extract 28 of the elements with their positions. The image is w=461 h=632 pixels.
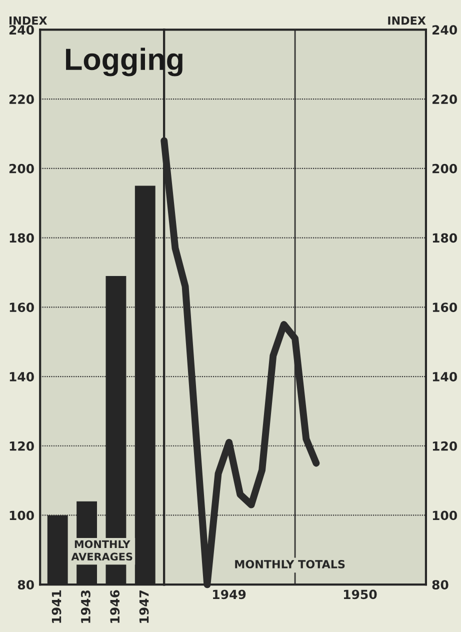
x-tick-label: 1947 xyxy=(139,590,149,623)
annotation: MONTHLY TOTALS xyxy=(235,560,345,568)
y-tick-label: 220 xyxy=(432,94,458,104)
x-tick-label: 1941 xyxy=(52,590,62,623)
y-tick-label: 180 xyxy=(432,233,458,243)
annotation: MONTHLY AVERAGES xyxy=(71,540,132,561)
x-tick-label: 1950 xyxy=(344,590,377,600)
y-tick-label: 140 xyxy=(432,372,458,382)
y-tick-label: 80 xyxy=(18,580,34,590)
y-tick-label: 240 xyxy=(9,25,34,35)
y-tick-label: 80 xyxy=(432,580,448,590)
y-tick-label: 100 xyxy=(432,510,458,520)
y-tick-label: 200 xyxy=(432,164,458,174)
y-axis-title: INDEX xyxy=(388,16,426,25)
x-tick-label: 1946 xyxy=(110,590,120,623)
y-tick-label: 220 xyxy=(9,94,34,104)
y-tick-label: 100 xyxy=(10,510,34,520)
y-tick-label: 160 xyxy=(10,302,34,312)
y-tick-label: 120 xyxy=(432,441,458,451)
y-tick-label: 160 xyxy=(432,302,458,312)
x-tick-label: 1943 xyxy=(80,590,90,623)
y-axis-title: INDEX xyxy=(10,16,48,25)
x-tick-label: 1949 xyxy=(213,590,246,600)
y-tick-label: 120 xyxy=(10,441,34,451)
y-tick-label: 140 xyxy=(10,372,34,382)
y-tick-label: 240 xyxy=(432,25,458,35)
y-tick-label: 180 xyxy=(10,233,34,243)
y-tick-label: 200 xyxy=(9,164,34,174)
